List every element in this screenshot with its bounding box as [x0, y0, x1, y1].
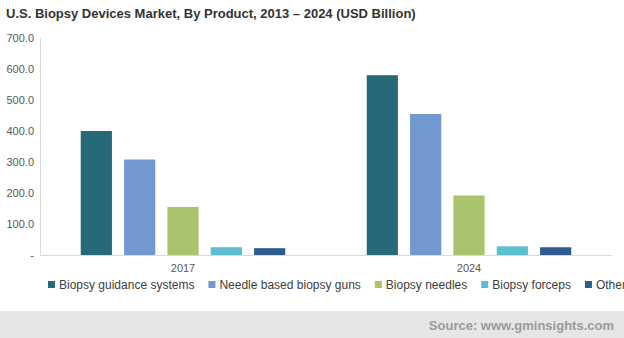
- y-tick-label: 100.0: [6, 218, 34, 230]
- bar: [254, 248, 285, 255]
- legend-label: Biopsy guidance systems: [59, 278, 194, 292]
- legend-label: Biopsy forceps: [492, 278, 571, 292]
- y-tick: -: [30, 249, 40, 261]
- bar: [167, 207, 198, 255]
- legend-swatch: [48, 281, 55, 288]
- legend-swatch: [481, 281, 488, 288]
- series: [124, 114, 441, 255]
- x-tick: 2017: [171, 255, 195, 274]
- y-tick-label: 400.0: [6, 125, 34, 137]
- y-axis: - 100.0 200.0 300.0 400.0 500.0 600.0 700.0: [6, 32, 40, 261]
- y-tick: 600.0: [6, 63, 40, 75]
- legend-swatch: [375, 281, 382, 288]
- legend-swatch: [208, 281, 215, 288]
- y-tick: 100.0: [6, 218, 40, 230]
- y-tick-label: 300.0: [6, 156, 34, 168]
- bar: [410, 114, 441, 255]
- source: Source: www.gminsights.com: [429, 318, 614, 333]
- legend-item: Biopsy needles: [375, 278, 467, 292]
- y-tick: 400.0: [6, 125, 40, 137]
- legend: Biopsy guidance systems Needle based biop…: [48, 278, 624, 292]
- y-tick-label: 500.0: [6, 94, 34, 106]
- y-tick: 700.0: [6, 32, 40, 44]
- bar: [453, 195, 484, 255]
- y-tick-label: -: [30, 249, 34, 261]
- y-tick-label: 600.0: [6, 63, 34, 75]
- legend-item: Biopsy forceps: [481, 278, 571, 292]
- x-tick: 2024: [457, 255, 481, 274]
- legend-item: Biopsy guidance systems: [48, 278, 194, 292]
- series: [211, 246, 528, 255]
- legend-label: Needle based biopsy guns: [219, 278, 360, 292]
- bar: [211, 247, 242, 255]
- y-tick: 300.0: [6, 156, 40, 168]
- bars: [81, 75, 572, 255]
- bar: [540, 247, 571, 255]
- x-tick-label: 2017: [171, 262, 195, 274]
- legend-label: Biopsy needles: [386, 278, 467, 292]
- y-tick-label: 700.0: [6, 32, 34, 44]
- series: [81, 75, 398, 255]
- legend-item: Needle based biopsy guns: [208, 278, 360, 292]
- x-tick-label: 2024: [457, 262, 481, 274]
- source-band: [0, 311, 624, 338]
- series: [167, 195, 484, 255]
- legend-item: Others: [585, 278, 624, 292]
- series: [254, 247, 571, 255]
- title: U.S. Biopsy Devices Market, By Product, …: [6, 6, 416, 21]
- y-tick: 500.0: [6, 94, 40, 106]
- x-axis-line: [41, 255, 613, 256]
- bar: [367, 75, 398, 255]
- bar: [124, 160, 155, 255]
- x-axis: 2017 2024: [41, 255, 613, 274]
- y-tick-label: 200.0: [6, 187, 34, 199]
- chart: Source: www.gminsights.com U.S. Biopsy De…: [0, 0, 624, 338]
- plot: - 100.0 200.0 300.0 400.0 500.0 600.0 700.0 2017…: [6, 32, 612, 274]
- legend-swatch: [585, 281, 592, 288]
- bar: [497, 246, 528, 255]
- legend-label: Others: [596, 278, 624, 292]
- bar: [81, 131, 112, 255]
- y-axis-line: [40, 39, 41, 256]
- y-tick: 200.0: [6, 187, 40, 199]
